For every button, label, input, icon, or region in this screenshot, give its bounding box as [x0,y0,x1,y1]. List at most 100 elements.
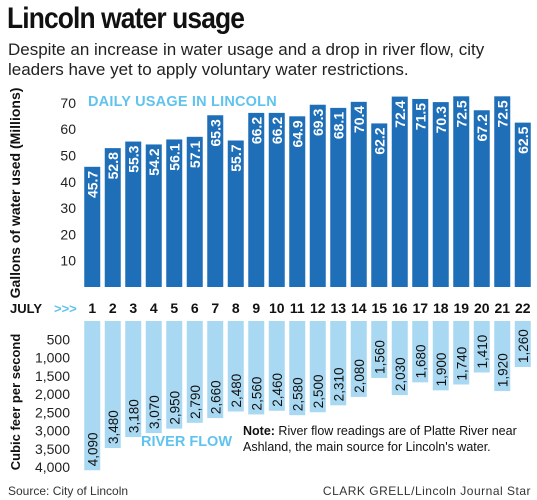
usage-bar [330,107,347,288]
flow-value-label: 2,310 [331,368,346,402]
usage-value-label: 62.2 [371,127,387,154]
flow-value-label: 2,950 [167,391,182,425]
flow-y-tick: 2,500 [35,404,70,420]
month-label: JULY [10,301,42,316]
usage-bar [473,110,490,287]
usage-value-label: 72.5 [494,100,510,127]
flow-bar [268,321,285,411]
day-label: 5 [170,300,178,316]
flow-bar [186,321,203,423]
flow-value-label: 1,680 [413,345,428,379]
flow-chart-title: RIVER FLOW [141,434,232,450]
flow-value-label: 1,560 [372,340,387,374]
flow-y-tick: 3,000 [35,423,70,439]
day-label: 20 [474,300,490,316]
flow-bar [494,321,511,392]
usage-bar [248,112,265,287]
usage-value-label: 66.2 [269,117,285,144]
day-label: 21 [494,300,510,316]
usage-value-label: 54.2 [146,148,162,175]
usage-bar [432,102,449,287]
day-label: 22 [515,300,531,316]
flow-y-tick: 4,000 [35,459,70,475]
usage-bar [494,96,511,288]
page-title: Lincoln water usage [7,2,245,35]
day-label: 2 [109,300,117,316]
note-text: River flow readings are of Platte River … [243,424,517,454]
usage-y-tick: 30 [60,200,76,216]
usage-value-label: 64.9 [289,120,305,147]
usage-value-label: 62.5 [515,126,531,153]
usage-y-axis-label: Gallons of water used (Millions) [7,88,23,299]
flow-value-label: 2,480 [229,374,244,408]
flow-value-label: 4,090 [85,432,100,466]
chart-note: Note: River flow readings are of Platte … [243,423,535,455]
flow-bar [391,321,408,396]
day-label: 17 [412,300,428,316]
usage-value-label: 66.2 [248,117,264,144]
flow-bar [289,321,306,416]
usage-y-tick: 60 [60,121,76,137]
flow-bar [473,321,490,373]
flow-bar [125,321,142,438]
usage-y-tick: 10 [60,253,76,269]
river-flow-chart: 500 1,000 1,500 2,000 2,500 3,000 3,500 4,000 Cu… [8,321,531,475]
usage-value-label: 68.1 [330,112,346,139]
flow-value-label: 1,260 [516,329,531,363]
day-label: 1 [88,300,96,316]
flow-value-label: 2,500 [311,374,326,408]
month-arrows: >>> [54,301,77,316]
usage-y-tick: 70 [60,95,76,111]
usage-bar [309,104,326,287]
usage-bar [207,115,224,288]
usage-bar [371,123,388,287]
day-label: 13 [330,300,346,316]
day-label: 11 [290,300,305,316]
flow-value-label: 2,580 [290,377,305,411]
usage-value-label: 52.8 [105,152,121,179]
flow-bar [412,321,429,383]
flow-bar [371,321,388,378]
usage-bar [289,116,306,287]
day-label: 7 [211,300,219,316]
source-text: Source: City of Lincoln [8,484,129,498]
flow-bar [227,321,244,412]
usage-bar [125,141,142,287]
day-label: 6 [191,300,199,316]
flow-y-tick: 3,500 [35,441,70,457]
day-label: 4 [150,300,158,316]
usage-value-label: 55.3 [125,145,141,172]
usage-bar [227,140,244,287]
usage-y-tick: 40 [60,174,76,190]
flow-value-label: 3,070 [147,395,162,429]
flow-bar [145,321,162,434]
usage-value-label: 72.4 [392,100,408,127]
flow-value-label: 1,900 [434,353,449,387]
flow-bar [432,321,449,391]
flow-value-label: 2,560 [249,377,264,411]
usage-value-label: 72.5 [453,100,469,127]
flow-bar [514,321,531,367]
flow-bar [207,321,224,419]
usage-bar [84,166,101,287]
day-label: 8 [232,300,240,316]
day-label: 14 [351,300,367,316]
flow-value-label: 1,920 [495,353,510,387]
flow-value-label: 1,740 [454,347,469,381]
flow-y-tick: 500 [47,331,71,347]
usage-value-label: 69.3 [310,109,326,136]
day-label: 15 [371,300,387,316]
flow-y-tick: 1,000 [35,350,70,366]
usage-bar [350,101,367,288]
usage-bar [186,136,203,287]
usage-value-label: 70.4 [351,106,367,133]
day-label: 3 [129,300,137,316]
usage-value-label: 56.1 [166,143,182,170]
flow-value-label: 2,660 [208,380,223,414]
credit-text: CLARK GRELL/Lincoln Journal Star [322,484,531,498]
flow-bar [166,321,183,429]
flow-value-label: 3,480 [106,410,121,444]
flow-y-tick: 2,000 [35,386,70,402]
note-label: Note: [243,424,275,438]
flow-bar [330,321,347,406]
